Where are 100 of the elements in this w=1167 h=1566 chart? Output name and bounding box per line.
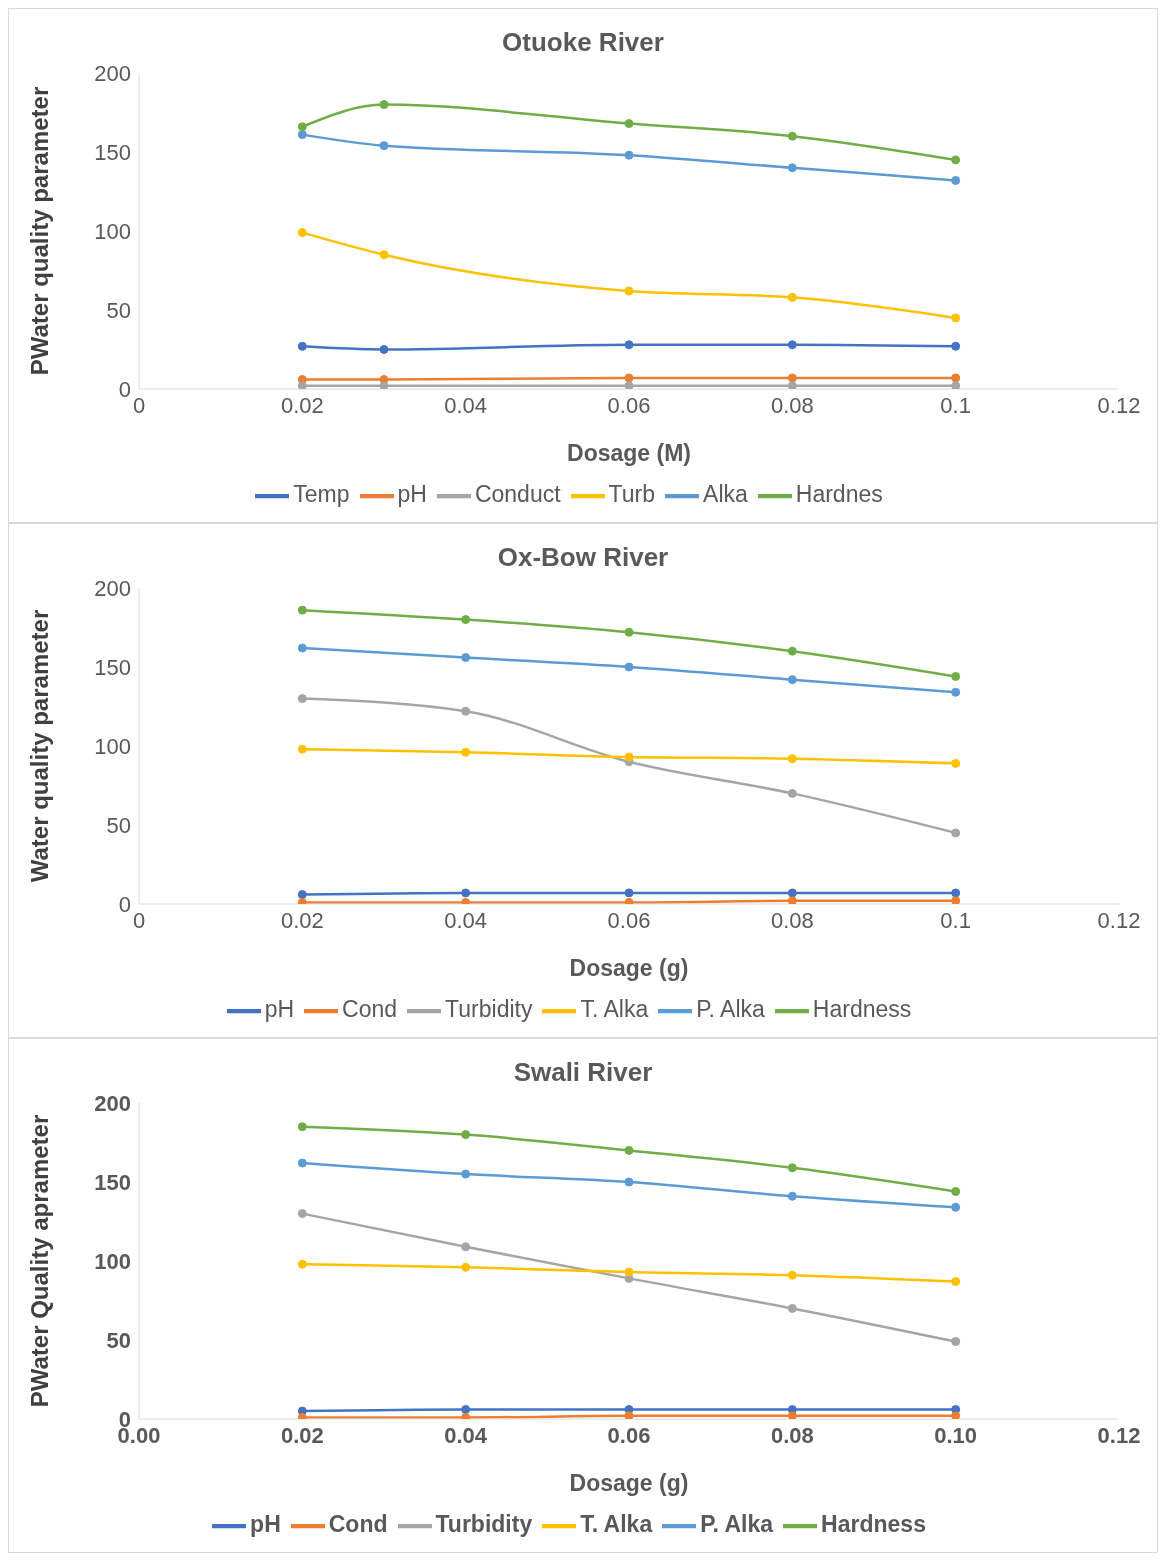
- y-tick-label: 200: [94, 1090, 131, 1116]
- y-tick-label: 150: [94, 1169, 131, 1195]
- point: [951, 1411, 961, 1419]
- x-tick-label: 0.12: [1097, 392, 1141, 418]
- point: [787, 888, 797, 898]
- point: [461, 747, 471, 757]
- point: [297, 381, 307, 389]
- chart-title: Ox-Bow River: [496, 541, 670, 573]
- legend-label: Cond: [342, 996, 398, 1023]
- point: [624, 1177, 634, 1187]
- point: [951, 1202, 961, 1212]
- point: [951, 373, 961, 383]
- point: [951, 896, 961, 904]
- y-tick-label: 50: [106, 297, 131, 323]
- x-tick-label: 0.04: [444, 392, 488, 418]
- point: [787, 896, 797, 904]
- y-tick-label: 100: [94, 1248, 131, 1274]
- point: [787, 675, 797, 685]
- point: [461, 1242, 471, 1252]
- legend-label: pH: [264, 996, 295, 1023]
- point: [951, 341, 961, 351]
- legend-label: Hardness: [812, 996, 912, 1023]
- point: [461, 615, 471, 625]
- point: [624, 888, 634, 898]
- point: [951, 381, 961, 389]
- point: [297, 643, 307, 653]
- legend-label: Cond: [328, 1511, 388, 1538]
- point: [951, 888, 961, 898]
- point: [951, 671, 961, 681]
- point: [787, 373, 797, 383]
- x-axis-title: Dosage (M): [567, 440, 691, 466]
- x-axis-title: Dosage (g): [569, 1470, 689, 1496]
- point: [787, 1303, 797, 1313]
- legend-label: pH: [250, 1511, 281, 1538]
- legend-label: Conduct: [474, 481, 561, 508]
- legend-label: Turb: [608, 481, 656, 508]
- point: [379, 250, 389, 260]
- point: [461, 706, 471, 716]
- point: [624, 150, 634, 160]
- y-tick-label: 150: [94, 139, 131, 165]
- legend-label: Hardnes: [795, 481, 883, 508]
- y-tick-label: 100: [94, 733, 131, 759]
- point: [297, 1259, 307, 1269]
- point: [461, 1130, 471, 1140]
- point: [624, 340, 634, 350]
- point: [297, 897, 307, 904]
- point: [624, 1145, 634, 1155]
- x-axis-title: Dosage (g): [569, 955, 689, 981]
- legend-label: Turbidity: [435, 1511, 533, 1538]
- point: [624, 897, 634, 904]
- y-tick-label: 150: [94, 654, 131, 680]
- legend-label: Hardness: [821, 1511, 926, 1538]
- x-tick-label: 0.06: [607, 1422, 651, 1448]
- legend-label: T. Alka: [580, 1511, 653, 1538]
- x-tick-label: 0.04: [444, 907, 488, 933]
- y-tick-label: 50: [106, 812, 131, 838]
- point: [951, 758, 961, 768]
- point: [624, 1411, 634, 1419]
- point: [461, 897, 471, 904]
- point: [297, 744, 307, 754]
- point: [624, 286, 634, 296]
- x-tick-label: 0.02: [280, 392, 324, 418]
- point: [297, 605, 307, 615]
- point: [624, 627, 634, 637]
- x-tick-label: 0.06: [607, 392, 651, 418]
- point: [624, 752, 634, 762]
- y-tick-label: 0: [118, 376, 131, 402]
- legend-label: P. Alka: [700, 1511, 774, 1538]
- legend-label: P. Alka: [696, 996, 765, 1023]
- point: [787, 131, 797, 141]
- y-tick-label: 0: [118, 891, 131, 917]
- point: [951, 313, 961, 323]
- point: [787, 163, 797, 173]
- point: [461, 888, 471, 898]
- point: [297, 1158, 307, 1168]
- x-tick-label: 0.08: [770, 1422, 814, 1448]
- legend-label: pH: [397, 481, 427, 508]
- point: [951, 1277, 961, 1287]
- chart-title: Swali River: [512, 1056, 654, 1088]
- point: [951, 1337, 961, 1347]
- point: [787, 646, 797, 656]
- point: [297, 1122, 307, 1132]
- y-tick-label: 200: [94, 60, 131, 86]
- point: [379, 345, 389, 354]
- point: [787, 1163, 797, 1173]
- point: [461, 653, 471, 663]
- point: [379, 100, 389, 110]
- point: [624, 1267, 634, 1277]
- point: [297, 1412, 307, 1419]
- point: [787, 381, 797, 389]
- legend-label: Temp: [293, 481, 350, 508]
- point: [787, 340, 797, 350]
- y-axis-title: PWater quality parameter: [25, 86, 53, 376]
- point: [379, 381, 389, 389]
- point: [461, 1412, 471, 1419]
- point: [951, 1186, 961, 1196]
- point: [787, 754, 797, 764]
- x-tick-label: 0.1: [940, 907, 971, 933]
- legend-label: Turbidity: [445, 996, 533, 1023]
- point: [297, 341, 307, 351]
